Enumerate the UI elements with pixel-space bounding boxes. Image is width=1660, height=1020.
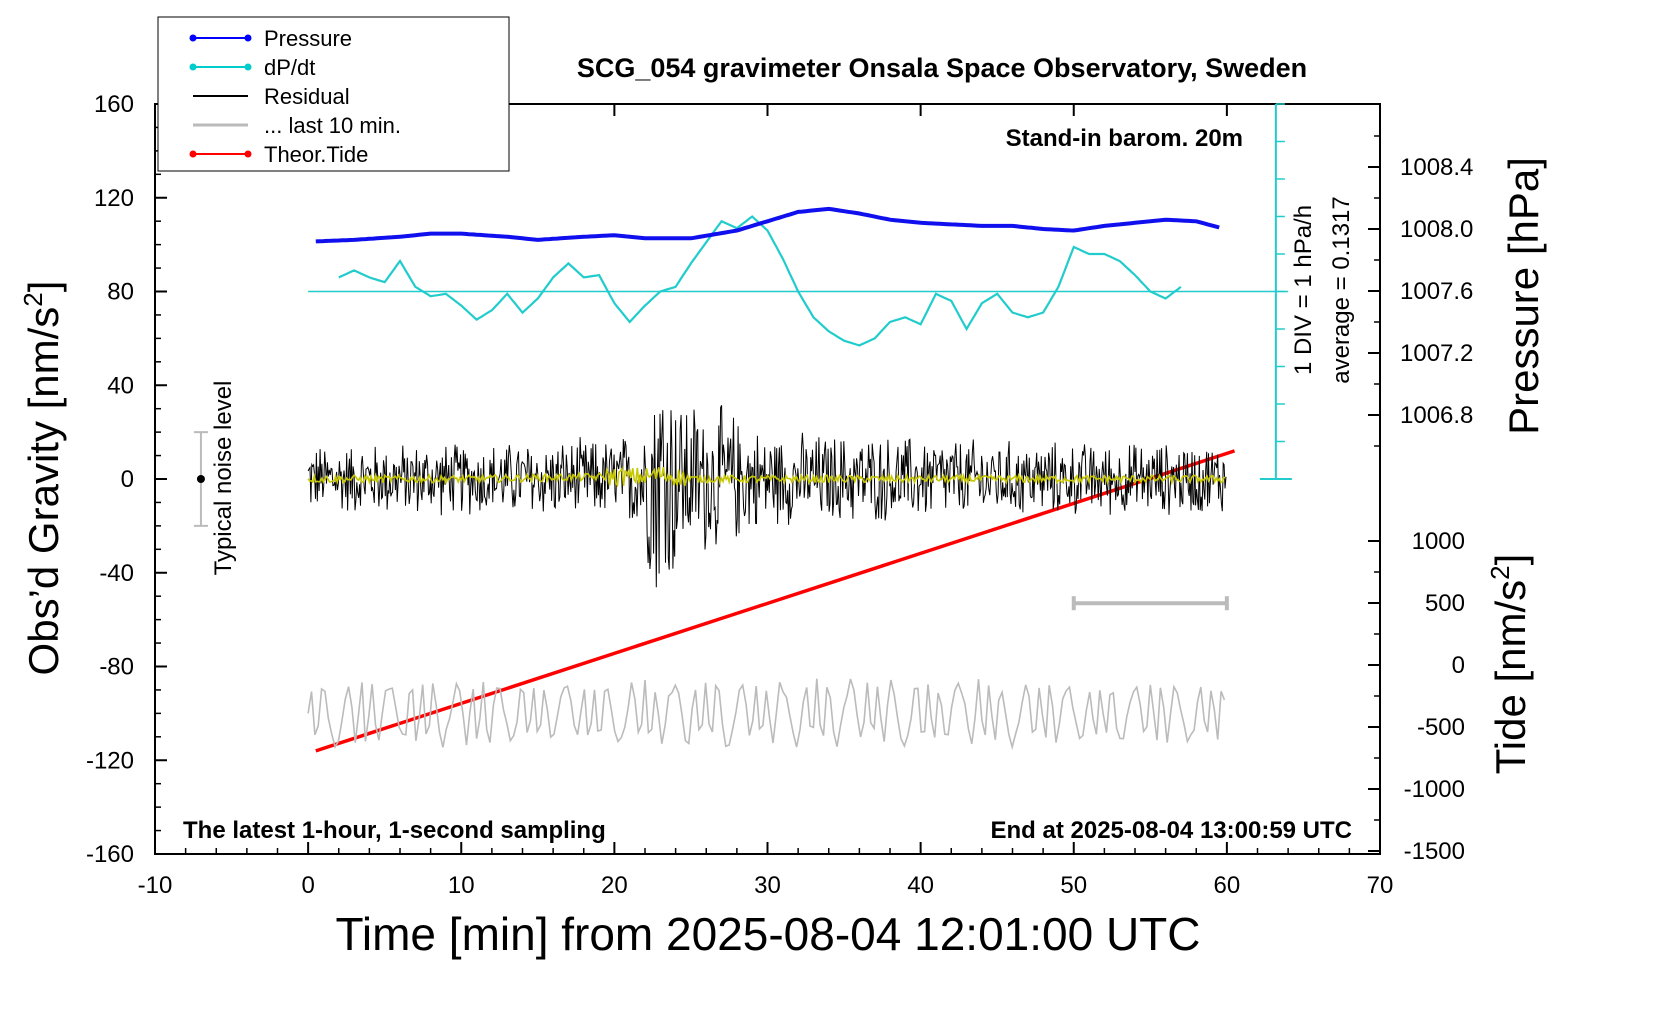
tide-tick-label: 0: [1452, 652, 1465, 679]
y-axis-title-main: Obs’d Gravity [nm/s: [20, 307, 67, 676]
tide-tick-label: -1500: [1404, 838, 1465, 865]
pressure-tick-label: 1007.6: [1400, 278, 1473, 305]
y-tick-label: 120: [94, 185, 134, 212]
legend-marker-left: [189, 63, 197, 71]
legend-label: Pressure: [264, 26, 352, 51]
tide-axis-title-main: Tide [nm/s: [1487, 580, 1534, 775]
pressure-tick-label: 1006.8: [1400, 402, 1473, 429]
tide-tick-label: -1000: [1404, 776, 1465, 803]
ten-minute-bar: [1071, 596, 1229, 611]
dpdt-scale-note: 1 DIV = 1 hPa/h: [1290, 205, 1317, 375]
chart-title: SCG_054 gravimeter Onsala Space Observat…: [577, 53, 1307, 83]
pressure-series: [315, 206, 1220, 244]
legend-box: [157, 16, 510, 172]
dpdt-average-note: average = 0.1317: [1328, 196, 1355, 384]
pressure-tick-label: 1008.0: [1400, 216, 1473, 243]
y-tick-label: -40: [99, 560, 134, 587]
noise-note: Typical noise level: [210, 381, 237, 576]
pressure-axis-ticks: 1008.4 1008.0 1007.6 1007.2 1006.8: [1368, 135, 1473, 447]
legend-marker-left: [189, 150, 197, 158]
legend-marker-right: [244, 63, 252, 71]
dpdt-series: [308, 215, 1289, 347]
residual-smoothed-line: [307, 466, 1226, 488]
x-tick-label: 10: [448, 872, 475, 899]
y-tick-label: -120: [86, 747, 134, 774]
legend-marker-left: [189, 34, 197, 42]
x-tick-label: 0: [301, 872, 314, 899]
x-tick-label: 50: [1060, 872, 1087, 899]
tide-tick-label: 500: [1425, 590, 1465, 617]
pressure-tick-label: 1007.2: [1400, 340, 1473, 367]
legend-marker-right: [244, 150, 252, 158]
legend-label: Residual: [264, 84, 350, 109]
y-tick-label: 160: [94, 91, 134, 118]
legend-label: dP/dt: [264, 55, 315, 80]
y-tick-label: 80: [107, 279, 134, 306]
tide-axis-title-close: ]: [1487, 554, 1534, 566]
tide-tick-label: -500: [1417, 714, 1465, 741]
pressure-line: [315, 206, 1220, 244]
x-tick-label: 60: [1214, 872, 1241, 899]
y-axis-title-close: ]: [20, 281, 67, 293]
x-tick-label: 40: [907, 872, 934, 899]
x-tick-label: 30: [754, 872, 781, 899]
barometer-note: Stand-in barom. 20m: [1006, 125, 1243, 152]
x-tick-label: 70: [1367, 872, 1394, 899]
y-axis-title: Obs’d Gravity [nm/s2]: [18, 281, 67, 676]
pressure-axis-title: Pressure [hPa]: [1500, 157, 1547, 435]
y-tick-label: 40: [107, 372, 134, 399]
y-axis-title-sup: 2: [18, 292, 48, 306]
residual-smoothed-series: [307, 466, 1226, 488]
x-axis-title: Time [min] from 2025-08-04 12:01:00 UTC: [336, 908, 1201, 960]
noise-bar-center: [196, 475, 205, 483]
y-tick-label: -80: [99, 654, 134, 681]
tide-axis-title-sup: 2: [1485, 565, 1515, 579]
latest-note: The latest 1-hour, 1-second sampling: [183, 817, 606, 844]
tide-series: [315, 449, 1236, 753]
last-10-min-line: [307, 678, 1226, 751]
noise-level-bar: [193, 431, 208, 527]
residual-line: [307, 405, 1227, 588]
legend-items: Pressure dP/dt Residual ... last 10 min. The…: [189, 26, 401, 167]
y-tick-label: -160: [86, 841, 134, 868]
x-axis-ticks: -10 0 10 20 30 40 50 60 70: [138, 104, 1394, 899]
y-axis-ticks: 160 120 80 40 0 -40 -80 -120 -160: [86, 91, 167, 868]
legend-label: ... last 10 min.: [264, 113, 401, 138]
residual-series: [307, 405, 1227, 588]
tide-axis-title: Tide [nm/s2]: [1485, 554, 1534, 775]
pressure-tick-label: 1008.4: [1400, 154, 1473, 181]
tide-tick-label: 1000: [1412, 528, 1465, 555]
last-10-min-series: [307, 678, 1226, 751]
y-tick-label: 0: [121, 466, 134, 493]
legend: Pressure dP/dt Residual ... last 10 min. The…: [157, 16, 510, 172]
tide-axis-ticks: 1000 500 0 -500 -1000 -1500: [1368, 528, 1465, 865]
x-tick-label: 20: [601, 872, 628, 899]
legend-label: Theor.Tide: [264, 142, 368, 167]
end-at-note: End at 2025-08-04 13:00:59 UTC: [991, 817, 1353, 844]
tide-line: [315, 449, 1236, 753]
legend-marker-right: [244, 34, 252, 42]
x-tick-label: -10: [138, 872, 173, 899]
